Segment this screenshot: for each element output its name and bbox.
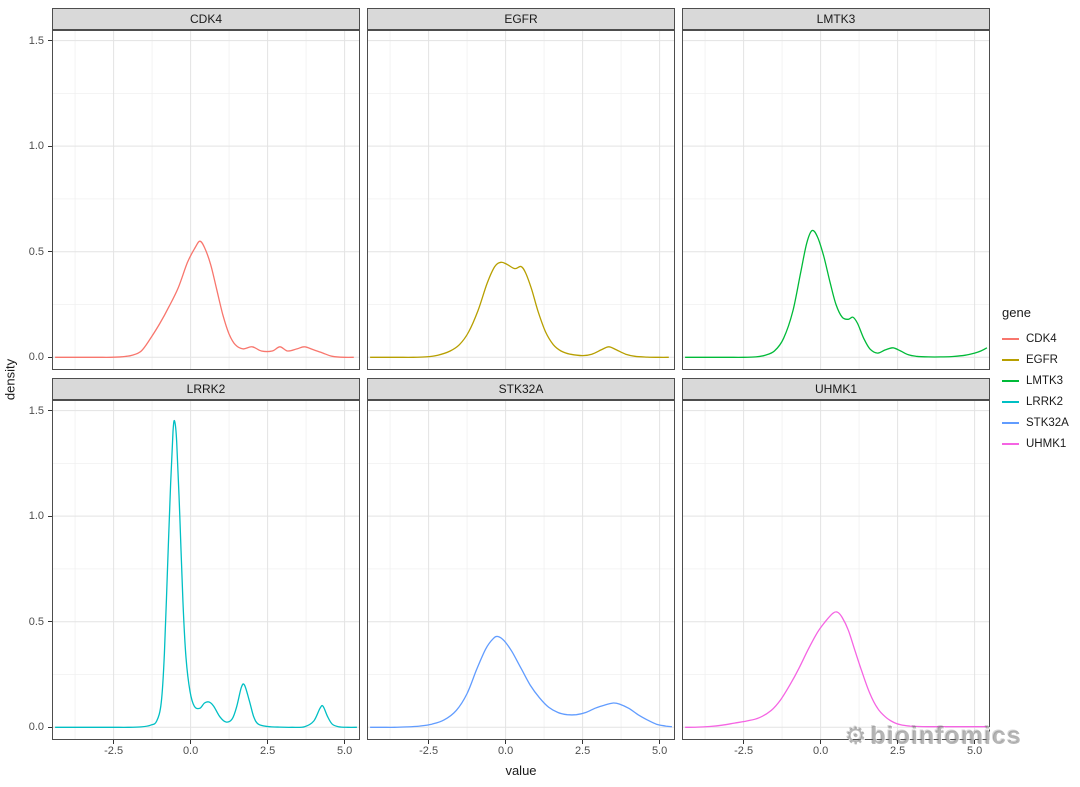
y-tick-mark	[48, 145, 52, 147]
y-tick-label: 0.0	[28, 351, 44, 364]
facet-strip: CDK4	[52, 8, 360, 30]
x-tick-label: 5.0	[336, 745, 353, 757]
facet-strip-label: LMTK3	[816, 12, 856, 26]
facet-strip: LMTK3	[682, 8, 990, 30]
watermark: ⚙ bioinfomics	[845, 722, 1022, 751]
legend-key-line-icon	[1002, 358, 1019, 361]
facet-panel-cdk4: CDK4	[52, 8, 360, 370]
x-tick-label: 0.0	[182, 745, 199, 757]
density-curve	[55, 240, 354, 359]
density-plot-uhmk1	[682, 400, 990, 740]
x-tick-label: 5.0	[651, 745, 668, 757]
y-tick-label: 0.0	[28, 721, 44, 734]
legend-label: UHMK1	[1026, 437, 1067, 450]
x-tick-mark	[659, 740, 661, 744]
legend-entry-cdk4: CDK4	[1002, 328, 1069, 349]
density-curve	[55, 419, 357, 729]
x-tick-mark	[974, 740, 976, 744]
facet-strip-label: STK32A	[498, 382, 544, 396]
y-tick-mark	[48, 251, 52, 253]
facet-panel-lrrk2: LRRK2	[52, 378, 360, 740]
x-tick-mark	[897, 740, 899, 744]
density-plot-lmtk3	[682, 30, 990, 370]
y-tick-mark	[48, 410, 52, 412]
x-tick-mark	[344, 740, 346, 744]
density-curve	[685, 229, 988, 358]
legend-key-line-icon	[1002, 337, 1019, 340]
x-tick-mark	[743, 740, 745, 744]
y-tick-label: 0.5	[28, 245, 44, 258]
x-tick-mark	[267, 740, 269, 744]
legend-key-line-icon	[1002, 442, 1019, 445]
y-tick-label: 0.5	[28, 615, 44, 628]
x-axis-title: value	[505, 763, 537, 778]
facet-strip: STK32A	[367, 378, 675, 400]
x-tick-mark	[820, 740, 822, 744]
legend-key-line-icon	[1002, 379, 1019, 382]
x-tick-label: -2.5	[734, 745, 754, 757]
legend-label: CDK4	[1026, 332, 1057, 345]
facet-strip: LRRK2	[52, 378, 360, 400]
legend-label: LRRK2	[1026, 395, 1064, 408]
x-tick-label: 2.5	[574, 745, 591, 757]
x-tick-mark	[428, 740, 430, 744]
legend-entry-lmtk3: LMTK3	[1002, 370, 1069, 391]
x-tick-mark	[113, 740, 115, 744]
x-tick-mark	[505, 740, 507, 744]
density-curve	[370, 261, 669, 358]
x-tick-label: 5.0	[966, 745, 983, 757]
y-tick-mark	[48, 726, 52, 728]
x-tick-mark	[582, 740, 584, 744]
facet-strip: UHMK1	[682, 378, 990, 400]
x-tick-label: -2.5	[419, 745, 439, 757]
facet-panel-stk32a: STK32A	[367, 378, 675, 740]
facet-strip-label: EGFR	[504, 12, 538, 26]
density-curve	[370, 635, 672, 728]
x-tick-label: -2.5	[104, 745, 124, 757]
watermark-text: bioinfomics	[870, 722, 1022, 750]
legend-label: STK32A	[1026, 416, 1069, 429]
density-plot-lrrk2	[52, 400, 360, 740]
density-plot-stk32a	[367, 400, 675, 740]
density-plot-egfr	[367, 30, 675, 370]
facet-strip: EGFR	[367, 8, 675, 30]
density-plot-cdk4	[52, 30, 360, 370]
y-tick-label: 1.0	[28, 510, 44, 523]
facet-panel-lmtk3: LMTK3	[682, 8, 990, 370]
legend-key-line-icon	[1002, 421, 1019, 424]
facet-panel-uhmk1: UHMK1	[682, 378, 990, 740]
legend-entry-lrrk2: LRRK2	[1002, 391, 1069, 412]
density-curve	[685, 611, 987, 728]
y-tick-label: 1.0	[28, 140, 44, 153]
x-tick-label: 2.5	[259, 745, 276, 757]
legend-entry-egfr: EGFR	[1002, 349, 1069, 370]
legend-entry-stk32a: STK32A	[1002, 412, 1069, 433]
y-tick-label: 1.5	[28, 34, 44, 47]
bioinfomics-logo-icon: ⚙	[845, 723, 867, 750]
x-tick-label: 2.5	[889, 745, 906, 757]
facet-strip-label: UHMK1	[814, 382, 857, 396]
y-tick-label: 1.5	[28, 404, 44, 417]
facet-strip-label: LRRK2	[186, 382, 226, 396]
y-tick-mark	[48, 356, 52, 358]
x-tick-label: 0.0	[497, 745, 514, 757]
facet-grid: CDK4 EGFR LMTK3 LRRK2 STK32A	[52, 8, 990, 740]
legend-entry-uhmk1: UHMK1	[1002, 433, 1069, 454]
legend-title: gene	[1002, 305, 1031, 320]
x-tick-label: 0.0	[812, 745, 829, 757]
x-tick-mark	[190, 740, 192, 744]
facet-panel-egfr: EGFR	[367, 8, 675, 370]
y-tick-mark	[48, 40, 52, 42]
y-tick-mark	[48, 621, 52, 623]
facet-strip-label: CDK4	[189, 12, 222, 26]
legend-label: EGFR	[1026, 353, 1058, 366]
y-tick-mark	[48, 515, 52, 517]
legend-label: LMTK3	[1026, 374, 1064, 387]
legend: gene CDK4 EGFR LMTK3 LRRK2 STK32A UHMK1	[1002, 305, 1069, 454]
legend-key-line-icon	[1002, 400, 1019, 403]
